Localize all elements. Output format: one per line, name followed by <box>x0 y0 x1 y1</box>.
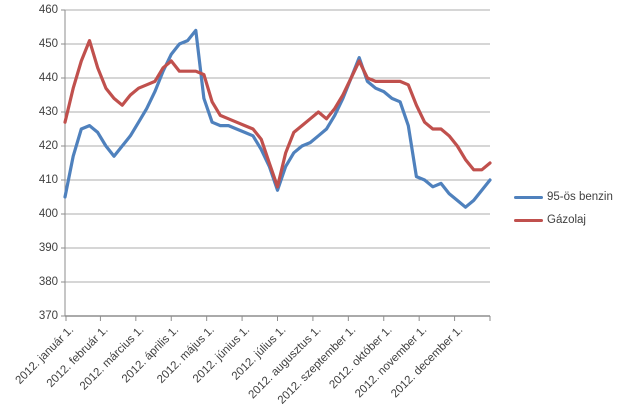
y-axis-label-440: 440 <box>38 72 58 84</box>
y-axis-label-430: 430 <box>38 106 58 118</box>
benzin-series-line[interactable] <box>63 28 492 209</box>
legend-label-benzin: 95-ös benzin <box>547 191 613 203</box>
y-axis-label-410: 410 <box>38 174 58 186</box>
y-axis-label-370: 370 <box>38 310 58 322</box>
legend-item-benzin[interactable]: 95-ös benzin <box>514 189 613 205</box>
y-axis-label-400: 400 <box>38 208 58 220</box>
y-axis-label-460: 460 <box>38 4 58 16</box>
benzin-line-swatch <box>514 195 543 199</box>
y-axis-label-420: 420 <box>38 140 58 152</box>
gazolaj-line-swatch <box>514 218 543 222</box>
y-axis-label-450: 450 <box>38 38 58 50</box>
y-axis-label-380: 380 <box>38 276 58 288</box>
legend: 95-ös benzin Gázolaj <box>514 189 613 228</box>
legend-label-gazolaj: Gázolaj <box>547 214 586 226</box>
y-axis-label-390: 390 <box>38 242 58 254</box>
gazolaj-series-line[interactable] <box>63 38 492 189</box>
legend-item-gazolaj[interactable]: Gázolaj <box>514 212 613 228</box>
